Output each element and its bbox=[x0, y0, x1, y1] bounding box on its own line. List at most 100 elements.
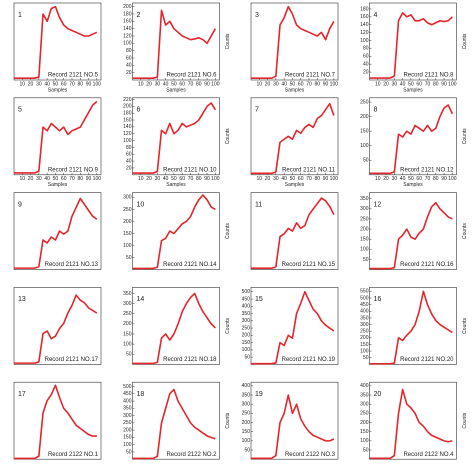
plot-frame bbox=[132, 287, 220, 365]
y-tick-label: 250 bbox=[123, 207, 132, 213]
x-tick-label: 10 bbox=[257, 176, 263, 182]
y-tick-label: 200 bbox=[123, 321, 132, 327]
x-tick-label: 20 bbox=[28, 81, 34, 87]
x-tick-label: 50 bbox=[290, 176, 296, 182]
x-tick-label: 40 bbox=[281, 81, 287, 87]
x-tick-label: 70 bbox=[69, 81, 75, 87]
y-tick-label: 120 bbox=[360, 30, 369, 36]
y-tick-label: 250 bbox=[360, 99, 369, 105]
plot-frame bbox=[13, 97, 102, 176]
data-line bbox=[369, 12, 453, 79]
y-tick-label: 500 bbox=[123, 384, 132, 390]
y-tick-label: 200 bbox=[360, 335, 369, 341]
x-tick-label: 20 bbox=[265, 81, 271, 87]
x-tick-label: 70 bbox=[306, 81, 312, 87]
y-tick-label: 400 bbox=[360, 309, 369, 315]
y-tick-label: 50 bbox=[363, 257, 369, 263]
record-label: Record 2121 NO.16 bbox=[400, 262, 454, 268]
x-tick-label: 60 bbox=[61, 176, 67, 182]
x-tick-label: 40 bbox=[163, 176, 169, 182]
y-tick-label: 120 bbox=[123, 33, 132, 39]
data-line bbox=[369, 388, 453, 460]
x-tick-label: 20 bbox=[383, 81, 389, 87]
data-line bbox=[14, 294, 98, 364]
y-tick-label: 250 bbox=[360, 411, 369, 417]
plot-frame bbox=[13, 381, 102, 460]
y-tick-label: 150 bbox=[123, 435, 132, 441]
data-line bbox=[251, 5, 335, 79]
y-tick-label: 40 bbox=[126, 158, 132, 164]
y-tick-label: 40 bbox=[126, 63, 132, 69]
x-tick-label: 30 bbox=[155, 81, 161, 87]
y-tick-label: 200 bbox=[360, 114, 369, 120]
x-axis-label: Samples bbox=[166, 87, 186, 93]
x-axis-label: Samples bbox=[48, 87, 68, 93]
plot-frame bbox=[369, 381, 457, 460]
x-tick-label: 100 bbox=[448, 176, 457, 182]
x-tick-label: 90 bbox=[204, 176, 210, 182]
record-label: Record 2121 NO.5 bbox=[48, 73, 99, 79]
panel-number: 15 bbox=[255, 296, 263, 303]
y-tick-label: 350 bbox=[123, 406, 132, 412]
y-axis-label: Counts bbox=[462, 412, 468, 428]
panel-number: 4 bbox=[374, 12, 378, 19]
x-axis-label: Samples bbox=[403, 87, 423, 93]
y-tick-label: 250 bbox=[242, 411, 251, 417]
record-label: Record 2122 NO.1 bbox=[48, 452, 99, 458]
x-tick-label: 50 bbox=[171, 81, 177, 87]
x-tick-label: 70 bbox=[188, 81, 194, 87]
plot-frame bbox=[132, 2, 220, 81]
y-tick-label: 150 bbox=[360, 129, 369, 135]
x-tick-label: 30 bbox=[36, 81, 42, 87]
y-tick-label: 60 bbox=[363, 54, 369, 60]
data-line bbox=[251, 102, 335, 175]
plot-frame bbox=[369, 192, 457, 270]
data-line bbox=[132, 102, 217, 174]
y-tick-label: 50 bbox=[244, 447, 250, 453]
plot-frame bbox=[13, 2, 102, 81]
record-label: Record 2121 NO.12 bbox=[400, 167, 454, 173]
record-label: Record 2121 NO.19 bbox=[282, 357, 336, 363]
y-tick-label: 150 bbox=[360, 342, 369, 348]
panel-number: 8 bbox=[374, 107, 378, 114]
y-tick-label: 250 bbox=[360, 329, 369, 335]
x-tick-label: 60 bbox=[179, 81, 185, 87]
y-tick-label: 200 bbox=[123, 104, 132, 110]
x-tick-label: 30 bbox=[392, 81, 398, 87]
plot-frame bbox=[250, 2, 339, 81]
y-tick-label: 50 bbox=[126, 255, 132, 261]
y-tick-label: 200 bbox=[242, 333, 251, 339]
y-tick-label: 200 bbox=[242, 420, 251, 426]
x-tick-label: 80 bbox=[433, 81, 439, 87]
x-tick-label: 80 bbox=[315, 81, 321, 87]
y-tick-label: 500 bbox=[242, 289, 251, 295]
y-tick-label: 350 bbox=[242, 392, 251, 398]
y-tick-label: 80 bbox=[363, 46, 369, 52]
record-label: Record 2121 NO.15 bbox=[282, 262, 336, 268]
y-tick-label: 100 bbox=[360, 348, 369, 354]
y-tick-label: 140 bbox=[123, 124, 132, 130]
y-tick-label: 400 bbox=[360, 383, 369, 389]
y-tick-label: 300 bbox=[242, 402, 251, 408]
x-tick-label: 10 bbox=[138, 81, 144, 87]
x-tick-label: 50 bbox=[53, 176, 59, 182]
y-tick-label: 60 bbox=[126, 55, 132, 61]
data-line bbox=[251, 197, 335, 270]
data-line bbox=[132, 194, 216, 270]
x-tick-label: 20 bbox=[265, 176, 271, 182]
x-tick-label: 90 bbox=[323, 176, 329, 182]
y-tick-label: 500 bbox=[360, 295, 369, 301]
y-tick-label: 220 bbox=[123, 97, 132, 103]
y-tick-label: 350 bbox=[242, 311, 251, 317]
x-axis-label: Samples bbox=[166, 182, 186, 188]
x-tick-label: 40 bbox=[400, 81, 406, 87]
y-tick-label: 150 bbox=[360, 429, 369, 435]
record-label: Record 2121 NO.7 bbox=[285, 73, 336, 79]
x-tick-label: 50 bbox=[290, 81, 296, 87]
y-axis-label: Counts bbox=[225, 33, 231, 49]
y-axis-label: Counts bbox=[225, 128, 231, 144]
y-tick-label: 20 bbox=[126, 70, 132, 76]
y-tick-label: 400 bbox=[242, 383, 251, 389]
y-tick-label: 50 bbox=[126, 352, 132, 358]
y-tick-label: 150 bbox=[360, 237, 369, 243]
